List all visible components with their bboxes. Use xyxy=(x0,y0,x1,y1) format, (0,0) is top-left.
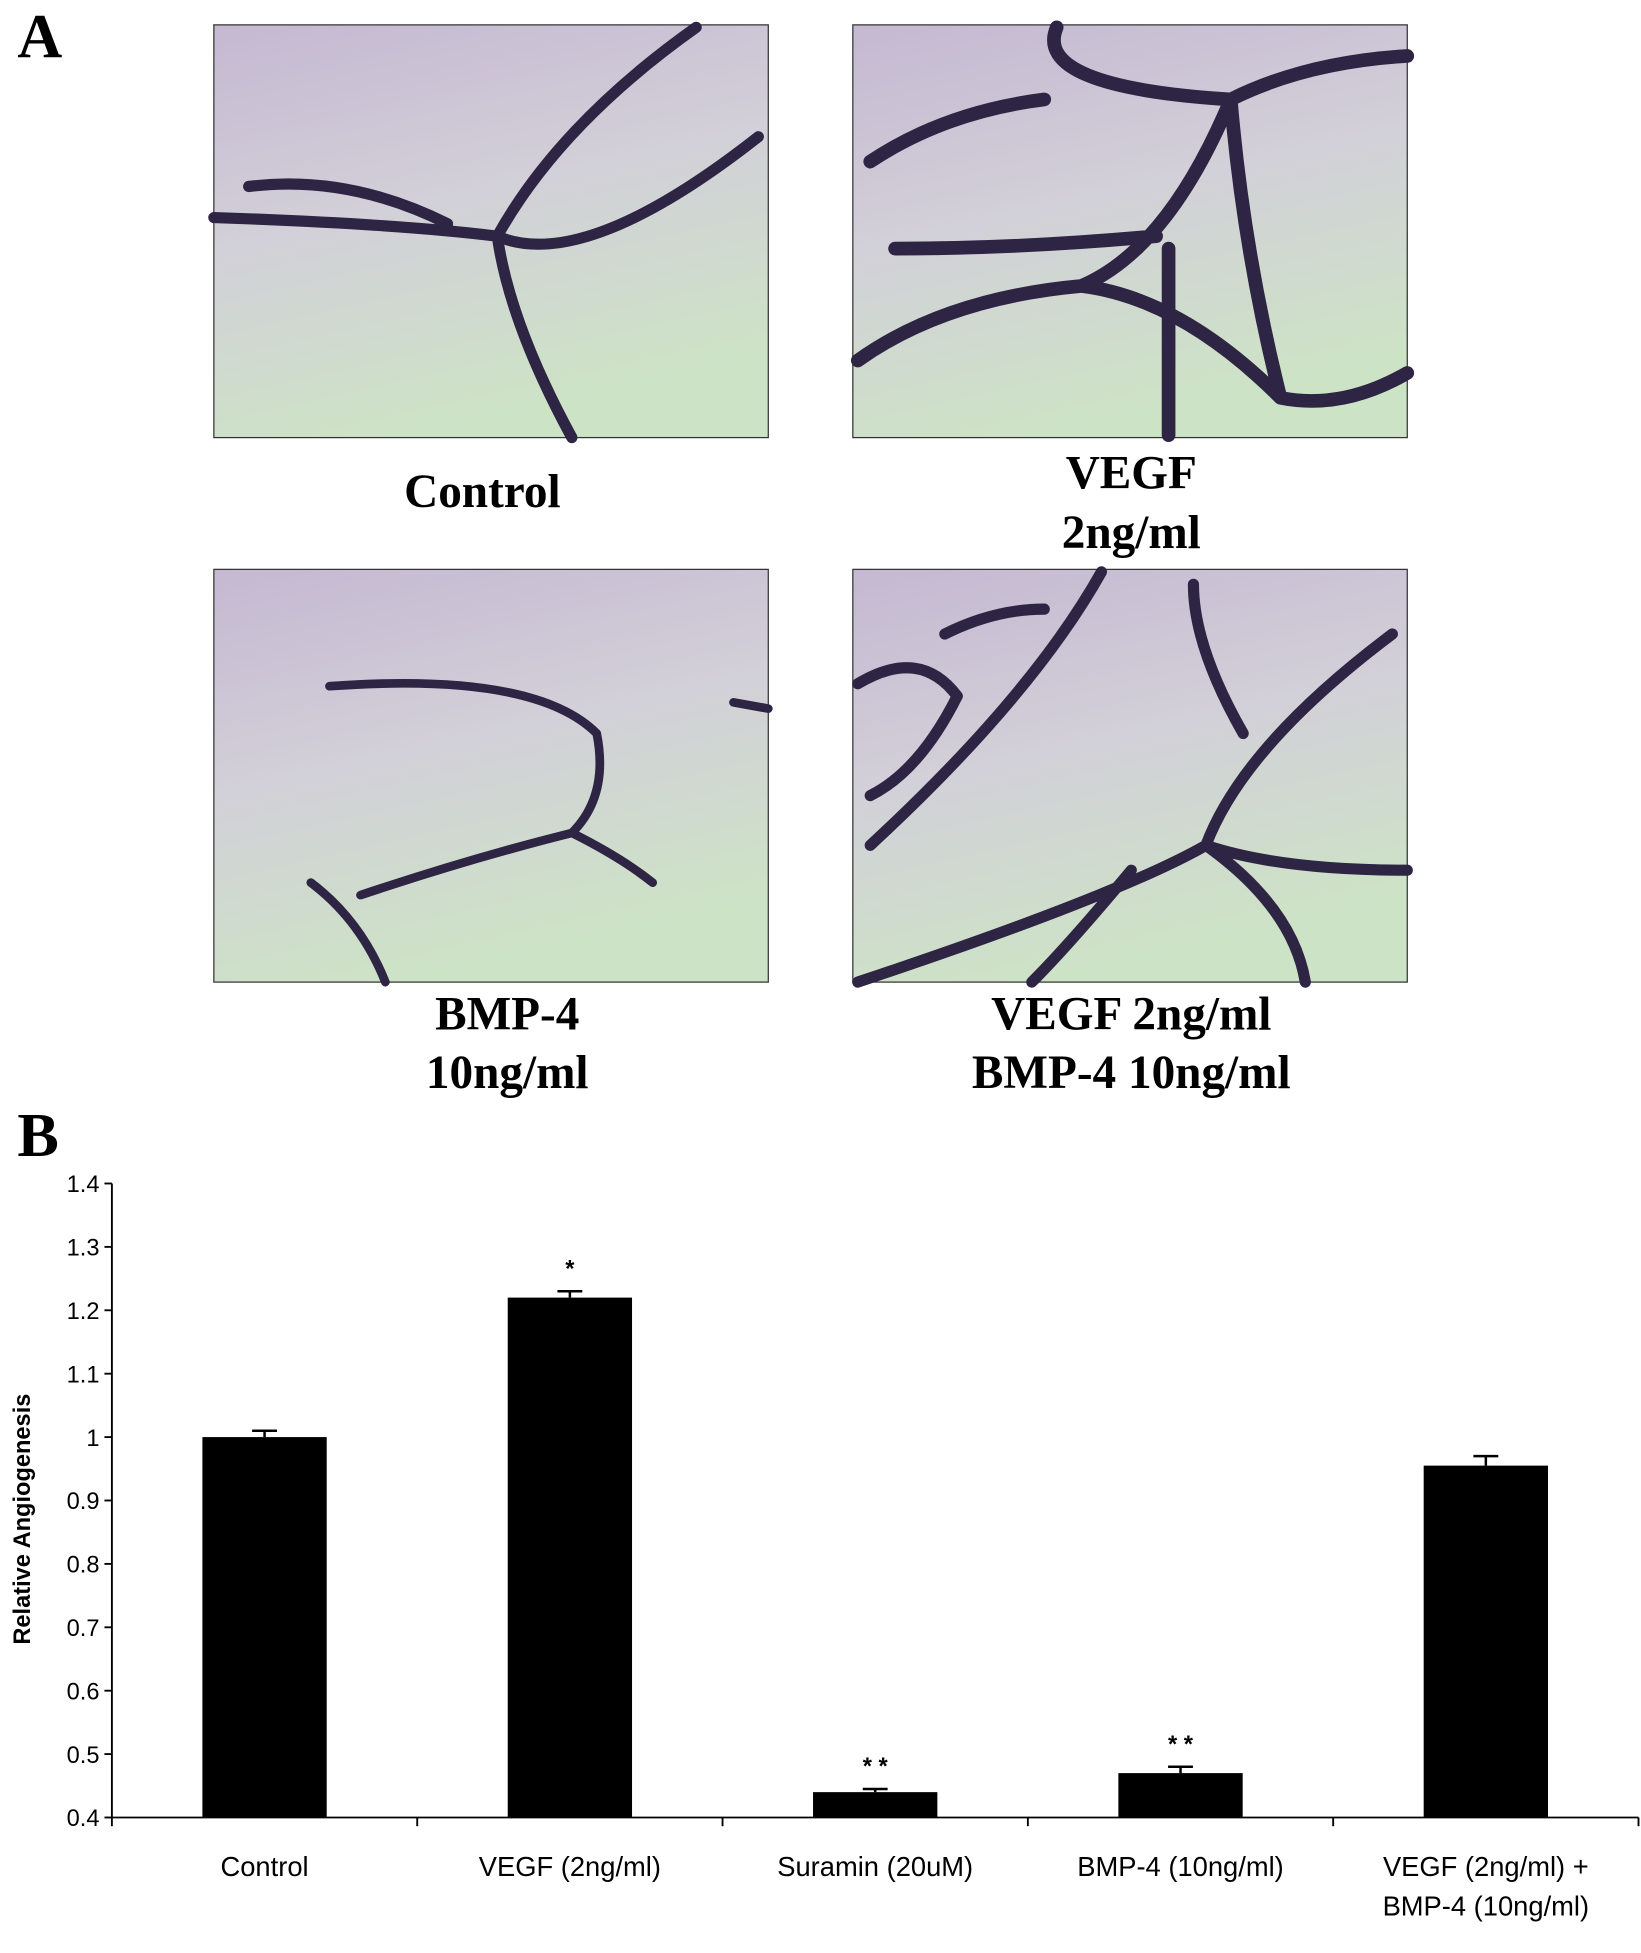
caption: 2ng/ml xyxy=(1062,507,1201,559)
y-tick-label: 1.2 xyxy=(67,1299,100,1325)
vessel xyxy=(852,566,1413,988)
image-frame xyxy=(213,568,769,983)
caption: BMP-4 10ng/ml xyxy=(972,1047,1291,1099)
bar xyxy=(813,1792,938,1818)
x-tick-label: BMP-4 (10ng/ml) xyxy=(1077,1851,1284,1882)
bar xyxy=(1423,1465,1548,1818)
micrographs xyxy=(208,20,1415,988)
micrograph xyxy=(850,20,1415,442)
significance-label: * xyxy=(565,1256,575,1282)
panel-label: B xyxy=(17,1102,58,1170)
y-tick-label: 0.5 xyxy=(67,1743,100,1769)
vessel xyxy=(306,679,773,987)
y-tick-label: 0.7 xyxy=(67,1616,100,1642)
vessel xyxy=(208,21,764,444)
y-tick-label: 0.9 xyxy=(67,1489,100,1515)
y-tick-label: 0.6 xyxy=(67,1679,100,1705)
x-tick-label: VEGF (2ng/ml) + BMP-4 (10ng/ml) xyxy=(1383,1851,1590,1922)
bar xyxy=(1118,1773,1243,1818)
caption: VEGF xyxy=(1066,448,1197,500)
caption: VEGF 2ng/ml xyxy=(991,988,1271,1040)
panel-label: A xyxy=(17,3,62,71)
x-tick-label: VEGF (2ng/ml) xyxy=(479,1851,661,1882)
y-tick-label: 1.3 xyxy=(67,1236,100,1262)
micrograph xyxy=(852,566,1413,988)
bar xyxy=(202,1437,327,1818)
y-axis-label: Relative Angiogenesis xyxy=(10,1394,36,1645)
y-tick-label: 0.8 xyxy=(67,1553,100,1579)
y-tick-label: 1 xyxy=(86,1426,99,1452)
x-tick-label: Control xyxy=(221,1851,309,1882)
significance-label: * * xyxy=(863,1754,889,1780)
x-tick-label: Suramin (20uM) xyxy=(777,1851,973,1882)
caption: BMP-4 xyxy=(435,988,579,1040)
micrograph xyxy=(213,568,773,987)
y-tick-label: 1.4 xyxy=(67,1172,100,1198)
y-tick-label: 1.1 xyxy=(67,1362,100,1388)
caption: 10ng/ml xyxy=(426,1047,589,1099)
vessel xyxy=(850,20,1415,442)
significance-label: * * xyxy=(1168,1732,1194,1758)
caption: Control xyxy=(404,466,561,518)
bar xyxy=(507,1297,633,1818)
y-tick-label: 0.4 xyxy=(67,1806,100,1832)
micrograph xyxy=(208,21,769,444)
